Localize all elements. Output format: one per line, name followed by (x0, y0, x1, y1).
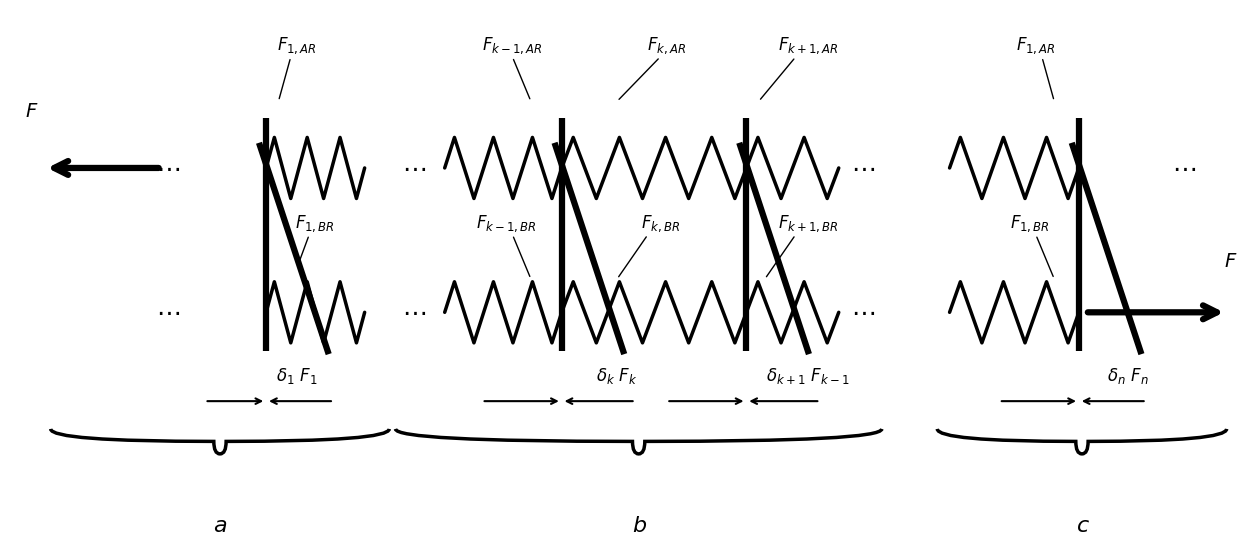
Text: $F_{k,BR}$: $F_{k,BR}$ (641, 213, 680, 234)
Text: $\cdots$: $\cdots$ (156, 300, 180, 324)
Text: $F$: $F$ (26, 103, 38, 122)
Text: $\delta_n\ F_n$: $\delta_n\ F_n$ (1108, 366, 1149, 386)
Text: $F_{k,AR}$: $F_{k,AR}$ (647, 36, 686, 56)
Text: $b$: $b$ (632, 515, 647, 537)
Text: $\cdots$: $\cdots$ (401, 156, 426, 180)
Text: $\cdots$: $\cdots$ (851, 300, 876, 324)
Text: $F_{k+1,BR}$: $F_{k+1,BR}$ (778, 213, 839, 234)
Text: $\cdots$: $\cdots$ (851, 156, 876, 180)
Text: $F_{k-1,AR}$: $F_{k-1,AR}$ (482, 36, 543, 56)
Text: $\delta_k\ F_k$: $\delta_k\ F_k$ (596, 366, 638, 386)
Text: $c$: $c$ (1075, 515, 1089, 537)
Text: $F_{k-1,BR}$: $F_{k-1,BR}$ (476, 213, 536, 234)
Text: $F_{1,BR}$: $F_{1,BR}$ (1010, 213, 1049, 234)
Text: $\cdots$: $\cdots$ (401, 300, 426, 324)
Text: $\delta_1\ F_1$: $\delta_1\ F_1$ (276, 366, 317, 386)
Text: $F$: $F$ (1224, 253, 1237, 271)
Text: $\cdots$: $\cdots$ (1172, 156, 1196, 180)
Text: $a$: $a$ (213, 515, 228, 537)
Text: $F_{k+1,AR}$: $F_{k+1,AR}$ (778, 36, 839, 56)
Text: $F_{1,AR}$: $F_{1,AR}$ (1016, 36, 1056, 56)
Text: $F_{1,AR}$: $F_{1,AR}$ (278, 36, 317, 56)
Text: $\delta_{k+1}\ F_{k-1}$: $\delta_{k+1}\ F_{k-1}$ (766, 366, 850, 386)
Text: $\cdots$: $\cdots$ (1172, 300, 1196, 324)
Text: $F_{1,BR}$: $F_{1,BR}$ (295, 213, 336, 234)
Text: $\cdots$: $\cdots$ (156, 156, 180, 180)
